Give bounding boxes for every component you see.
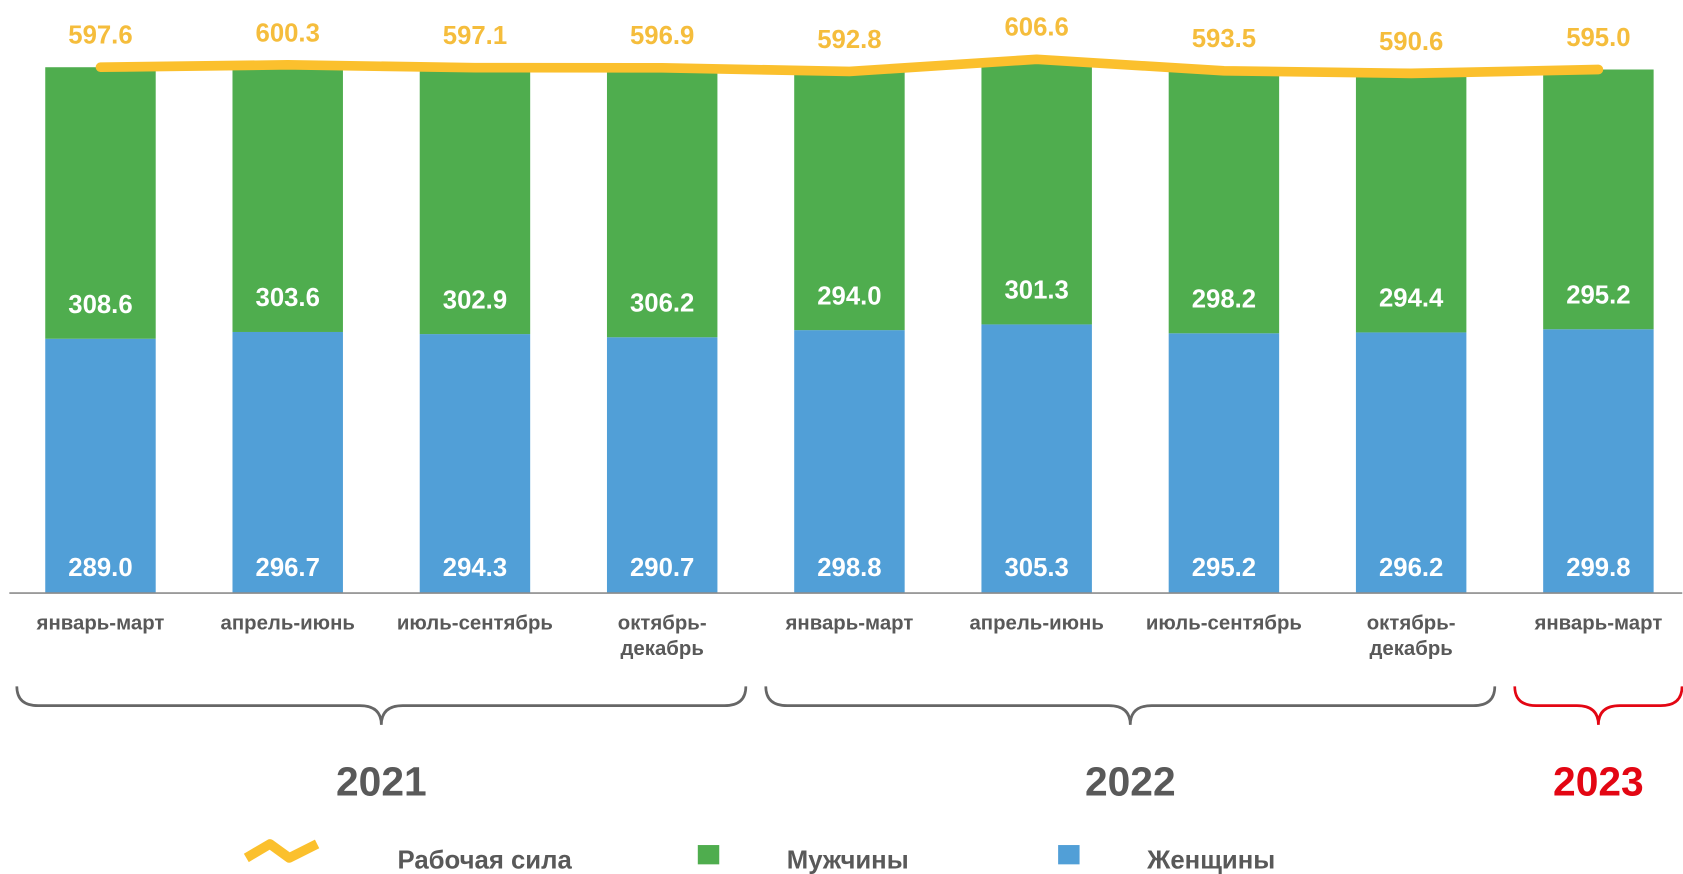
bar-segment (606, 67, 718, 338)
data-label: 606.6 (1004, 14, 1068, 42)
group-label: 2021 (336, 759, 427, 805)
x-tick-label: октябрь- декабрь (1366, 612, 1456, 661)
x-tick: октябрь- декабрь (617, 612, 707, 661)
bar-segment (1543, 329, 1654, 594)
bar-segment (794, 330, 905, 594)
x-tick: июль-сентябрь (396, 612, 553, 635)
x-tick: январь-март (36, 612, 165, 635)
x-tick-label: октябрь- декабрь (617, 612, 707, 661)
bar-segment (45, 338, 156, 594)
data-label: 298.2 (1192, 286, 1256, 314)
bar-segment (232, 331, 343, 594)
legend-icon (697, 845, 720, 865)
x-tick-label: апрель-июнь (220, 612, 355, 635)
bar-segment (1168, 333, 1280, 594)
x-tick: январь-март (785, 612, 914, 635)
data-label: 289.0 (68, 554, 132, 582)
data-label: 593.5 (1192, 25, 1256, 53)
data-label: 295.2 (1192, 554, 1256, 582)
bar-segment (794, 71, 905, 331)
legend-icon (243, 839, 320, 863)
bar-segment (232, 64, 343, 332)
data-label: 295.2 (1566, 282, 1630, 310)
legend-label: Мужчины (787, 847, 909, 874)
x-tick-label: январь-март (785, 612, 914, 635)
legend-label: Женщины (1146, 847, 1275, 874)
data-label: 294.3 (443, 554, 507, 582)
data-label: 595.0 (1566, 24, 1630, 52)
group-brace (1513, 686, 1683, 725)
data-label: 597.1 (443, 22, 507, 50)
data-label: 600.3 (256, 19, 320, 47)
data-label: 290.7 (630, 554, 694, 582)
x-tick: апрель-июнь (220, 612, 355, 635)
x-tick-label: апрель-июнь (969, 612, 1104, 635)
data-label: 592.8 (817, 26, 881, 54)
x-tick: октябрь- декабрь (1366, 612, 1456, 661)
bar-segment (419, 334, 531, 594)
x-tick-label: июль-сентябрь (396, 612, 553, 635)
data-label: 596.9 (630, 22, 694, 50)
x-tick: июль-сентябрь (1145, 612, 1302, 635)
data-label: 597.6 (68, 22, 132, 50)
bar-segment (419, 67, 531, 335)
data-label: 308.6 (68, 291, 132, 319)
data-label: 303.6 (256, 284, 320, 312)
legend-icon (1058, 845, 1080, 865)
group-brace (764, 686, 1497, 725)
bar-segment (981, 324, 1092, 594)
line-series (95, 54, 1604, 79)
bar-segment (606, 337, 718, 594)
x-tick: январь-март (1534, 612, 1663, 635)
data-label: 306.2 (630, 290, 694, 318)
bar-segment (1543, 69, 1654, 330)
data-label: 590.6 (1379, 28, 1443, 56)
data-label: 305.3 (1004, 554, 1068, 582)
x-tick-label: январь-март (1534, 612, 1663, 635)
data-label: 301.3 (1004, 277, 1068, 305)
x-tick: апрель-июнь (969, 612, 1104, 635)
bar-segment (1355, 332, 1467, 594)
data-label: 296.7 (256, 554, 320, 582)
group-brace (15, 686, 748, 725)
group-label: 2023 (1553, 759, 1644, 805)
data-label: 296.2 (1379, 554, 1443, 582)
data-label: 302.9 (443, 286, 507, 314)
legend-label: Рабочая сила (398, 847, 573, 874)
data-label: 294.0 (817, 282, 881, 310)
data-label: 298.8 (817, 554, 881, 582)
x-tick-label: июль-сентябрь (1145, 612, 1302, 635)
data-label: 299.8 (1566, 554, 1630, 582)
x-tick-label: январь-март (36, 612, 165, 635)
bar-segment (1168, 70, 1280, 334)
bar-segment (1355, 73, 1467, 333)
bar-segment (981, 59, 1092, 325)
data-label: 294.4 (1379, 285, 1444, 313)
group-label: 2022 (1085, 759, 1176, 805)
bar-segment (45, 67, 156, 339)
